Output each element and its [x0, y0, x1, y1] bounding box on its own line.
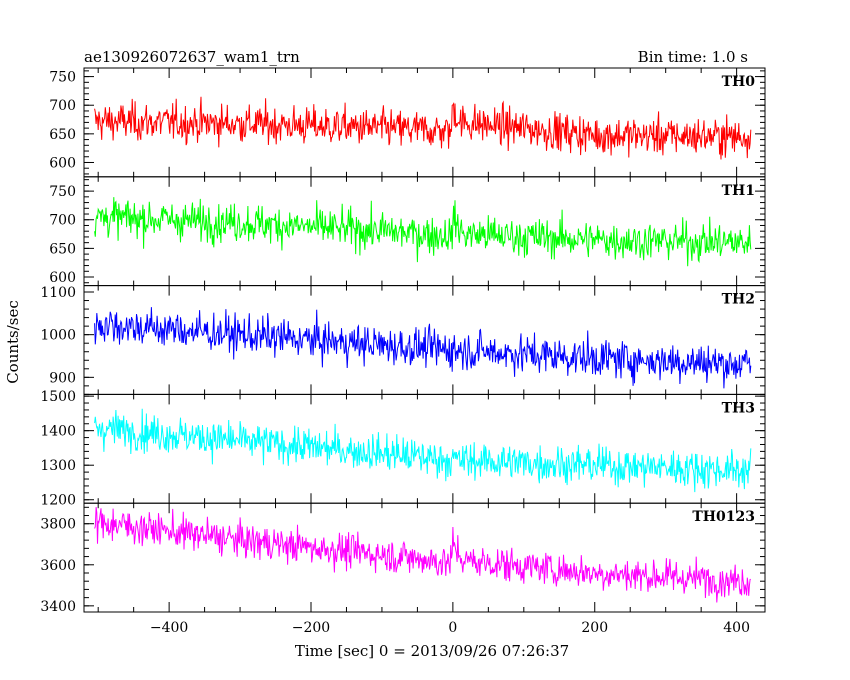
series-line-th0	[94, 96, 752, 160]
panel-label-th2: TH2	[722, 292, 755, 308]
y-tick-label: 1100	[40, 285, 76, 301]
panel-th0: 600 650 700 750 TH0	[49, 67, 766, 178]
y-tick-label: 3400	[40, 599, 76, 615]
x-tick-label: −400	[150, 620, 188, 636]
y-tick-label: 600	[49, 155, 76, 171]
panel-frame	[83, 393, 766, 504]
series-line-th0123	[94, 507, 751, 603]
series-line-th1	[94, 197, 752, 267]
panel-label-th0123: TH0123	[692, 509, 755, 525]
panel-th1: 600 650 700 750 TH1	[49, 176, 766, 287]
y-tick-label: 3800	[40, 517, 76, 533]
y-tick-label: 1000	[40, 328, 76, 344]
series-line-th3	[94, 408, 752, 493]
chart-title: ae130926072637_wam1_trn	[84, 48, 300, 66]
panel-label-th1: TH1	[722, 183, 755, 199]
y-tick-label: 1500	[40, 389, 76, 405]
y-tick-label: 1200	[40, 493, 76, 509]
panel-frame	[83, 502, 766, 613]
panel-th2: 900 1000 1100 TH2	[40, 285, 766, 395]
x-tick-label: 200	[581, 620, 608, 636]
y-tick-label: 1400	[40, 424, 76, 440]
y-tick-label: 750	[49, 184, 76, 200]
panel-label-th3: TH3	[722, 400, 755, 416]
y-axis-label: Counts/sec	[4, 300, 22, 384]
y-tick-label: 650	[49, 241, 76, 257]
panel-th3: 1200 1300 1400 1500 TH3	[40, 389, 766, 509]
x-tick-label: 0	[448, 620, 457, 636]
y-tick-label: 3600	[40, 558, 76, 574]
y-tick-label: 900	[49, 370, 76, 386]
y-tick-label: 650	[49, 127, 76, 143]
series-line-th2	[94, 307, 752, 389]
x-tick-label: −200	[292, 620, 330, 636]
y-tick-label: 1300	[40, 458, 76, 474]
y-tick-label: 700	[49, 213, 76, 229]
x-axis-label: Time [sec] 0 = 2013/09/26 07:26:37	[295, 642, 569, 660]
y-tick-label: 600	[49, 270, 76, 286]
panel-th0123: 3400 3600 3800 TH0123	[40, 502, 766, 615]
x-tick-label: 400	[723, 620, 750, 636]
bin-time-label: Bin time: 1.0 s	[638, 48, 748, 66]
panels: 600 650 700 750 TH0 600 650 700 750 TH1 900 1000 110…	[40, 67, 766, 636]
y-tick-label: 700	[49, 98, 76, 114]
y-tick-label: 750	[49, 70, 76, 86]
panel-label-th0: TH0	[722, 74, 756, 90]
